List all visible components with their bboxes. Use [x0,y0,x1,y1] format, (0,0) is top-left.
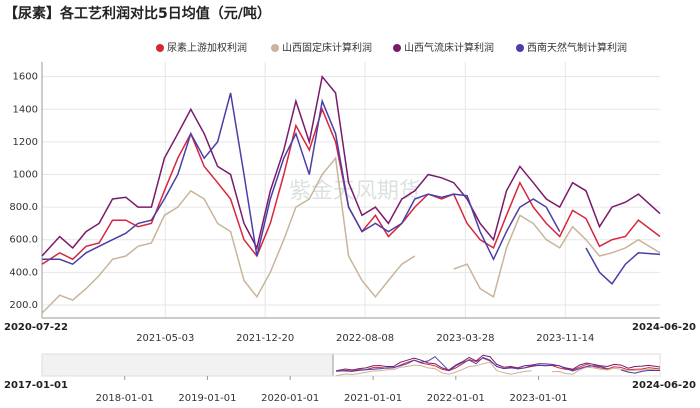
y-tick-label: 400.0 [9,267,38,278]
legend-marker [393,44,401,52]
y-tick-label: 200.0 [9,300,38,311]
series-line [41,74,661,257]
navigator-tick-label: 2021-01-01 [344,393,402,404]
legend-label: 西南天然气制计算利润 [527,41,627,54]
y-tick-label: 1000 [13,170,38,181]
navigator-tick-label: 2020-01-01 [261,393,319,404]
x-start-label: 2020-07-22 [4,322,68,333]
series-line [41,156,661,314]
legend-marker [156,44,164,52]
navigator-tick-label: 2023-01-01 [509,393,567,404]
x-tick-label: 2023-03-28 [436,333,494,344]
legend-label: 尿素上游加权利润 [167,41,247,54]
chart-title: 【尿素】各工艺利润对比5日均值（元/吨） [4,5,271,22]
y-tick-label: 600.0 [9,235,38,246]
navigator-line [336,354,661,372]
legend-label: 山西气流床计算利润 [404,41,494,54]
x-end-label: 2024-06-20 [632,322,696,333]
x-tick-label: 2023-11-14 [536,333,594,344]
x-tick-label: 2022-08-08 [336,333,394,344]
y-tick-label: 1200 [13,137,38,148]
y-tick-label: 1600 [13,72,38,83]
legend-marker [516,44,524,52]
series-line [42,92,661,285]
navigator-line [336,356,661,374]
x-tick-label: 2021-12-20 [236,333,294,344]
navigator-line [336,361,661,377]
x-tick-label: 2021-05-03 [136,333,194,344]
navigator-tick-label: 2019-01-01 [178,393,236,404]
navigator-tick-label: 2018-01-01 [96,393,154,404]
y-tick-label: 1400 [13,104,38,115]
legend-label: 山西固定床计算利润 [282,41,372,54]
y-tick-label: 800.0 [9,202,38,213]
navigator-start-label: 2017-01-01 [4,380,68,391]
navigator-end-label: 2024-06-20 [632,380,696,391]
navigator-window[interactable] [41,353,334,377]
legend-marker [271,44,279,52]
navigator-tick-label: 2022-01-01 [427,393,485,404]
navigator-frame [41,353,661,377]
